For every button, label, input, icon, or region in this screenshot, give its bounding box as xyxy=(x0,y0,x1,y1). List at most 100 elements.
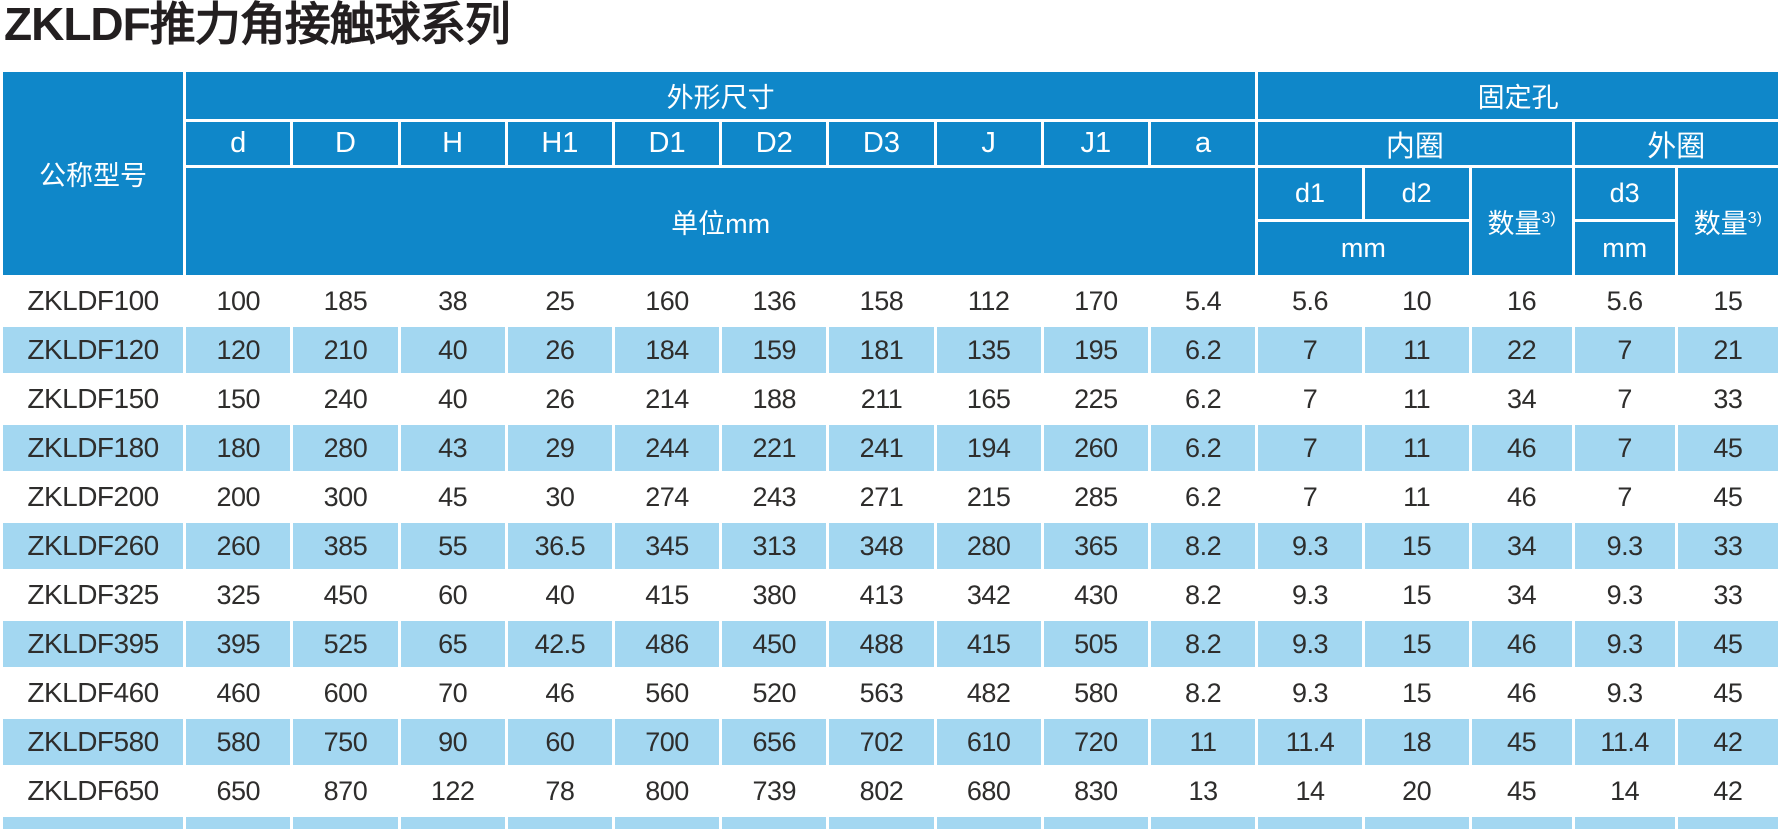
value-cell: 43 xyxy=(397,422,508,474)
value-cell: 45 xyxy=(1674,471,1781,523)
value-cell xyxy=(397,814,508,829)
col-header-d3: d3 xyxy=(1571,165,1678,222)
value-cell: 9.3 xyxy=(1255,667,1365,719)
table-row: ZKLDF650 650 870 122 78 800 739 802 680 830 13 14 20… xyxy=(0,765,1781,817)
value-cell: 700 xyxy=(611,716,723,768)
col-header-a: a xyxy=(1147,119,1259,168)
value-cell: 800 xyxy=(611,765,723,817)
value-cell: 135 xyxy=(933,324,1044,376)
value-cell: 13 xyxy=(1147,765,1259,817)
value-cell: 215 xyxy=(933,471,1044,523)
unit-mm-header: 单位mm xyxy=(183,165,1259,278)
value-cell: 7 xyxy=(1571,373,1678,425)
value-cell: 348 xyxy=(826,520,937,572)
table-header: 公称型号 外形尺寸 固定孔 d D H H1 D1 D2 D3 J J1 a 内… xyxy=(0,69,1781,278)
value-cell: 9.3 xyxy=(1255,618,1365,670)
model-cell xyxy=(0,814,187,829)
value-cell: 345 xyxy=(611,520,723,572)
value-cell: 136 xyxy=(719,275,830,327)
value-cell: 194 xyxy=(933,422,1044,474)
value-cell: 55 xyxy=(397,520,508,572)
value-cell: 40 xyxy=(397,324,508,376)
value-cell: 430 xyxy=(1040,569,1151,621)
value-cell: 241 xyxy=(826,422,937,474)
value-cell: 365 xyxy=(1040,520,1151,572)
col-header-d1: d1 xyxy=(1255,165,1365,222)
value-cell: 188 xyxy=(719,373,830,425)
value-cell: 26 xyxy=(504,324,615,376)
value-cell: 11 xyxy=(1361,471,1472,523)
value-cell: 210 xyxy=(290,324,401,376)
value-cell: 45 xyxy=(1674,667,1781,719)
col-header-J: J xyxy=(933,119,1044,168)
col-header-d: d xyxy=(183,119,294,168)
model-cell: ZKLDF150 xyxy=(0,373,187,425)
spec-table: 公称型号 外形尺寸 固定孔 d D H H1 D1 D2 D3 J J1 a 内… xyxy=(0,69,1781,829)
model-cell: ZKLDF180 xyxy=(0,422,187,474)
value-cell: 11.4 xyxy=(1571,716,1678,768)
value-cell xyxy=(1674,814,1781,829)
value-cell: 6.2 xyxy=(1147,422,1259,474)
value-cell: 8.2 xyxy=(1147,520,1259,572)
value-cell: 650 xyxy=(183,765,294,817)
value-cell: 520 xyxy=(719,667,830,719)
value-cell: 160 xyxy=(611,275,723,327)
value-cell: 158 xyxy=(826,275,937,327)
value-cell: 7 xyxy=(1255,324,1365,376)
value-cell: 225 xyxy=(1040,373,1151,425)
value-cell: 9.3 xyxy=(1255,569,1365,621)
value-cell: 870 xyxy=(290,765,401,817)
value-cell: 720 xyxy=(1040,716,1151,768)
value-cell: 33 xyxy=(1674,520,1781,572)
value-cell: 240 xyxy=(290,373,401,425)
table-row: ZKLDF395 395 525 65 42.5 486 450 488 415 505 8.2 9.… xyxy=(0,618,1781,670)
value-cell: 165 xyxy=(933,373,1044,425)
value-cell: 181 xyxy=(826,324,937,376)
value-cell xyxy=(826,814,937,829)
value-cell: 16 xyxy=(1468,275,1575,327)
value-cell: 8.2 xyxy=(1147,618,1259,670)
value-cell xyxy=(611,814,723,829)
value-cell: 395 xyxy=(183,618,294,670)
value-cell: 505 xyxy=(1040,618,1151,670)
model-cell: ZKLDF580 xyxy=(0,716,187,768)
value-cell xyxy=(183,814,294,829)
value-cell: 38 xyxy=(397,275,508,327)
value-cell: 7 xyxy=(1255,373,1365,425)
model-cell: ZKLDF325 xyxy=(0,569,187,621)
value-cell: 7 xyxy=(1571,324,1678,376)
value-cell: 560 xyxy=(611,667,723,719)
value-cell: 214 xyxy=(611,373,723,425)
value-cell: 300 xyxy=(290,471,401,523)
value-cell: 42 xyxy=(1674,716,1781,768)
value-cell: 45 xyxy=(1674,618,1781,670)
table-row: ZKLDF150 150 240 40 26 214 188 211 165 225 6.2 7 11 3… xyxy=(0,373,1781,425)
value-cell: 15 xyxy=(1361,667,1472,719)
value-cell: 180 xyxy=(183,422,294,474)
value-cell: 112 xyxy=(933,275,1044,327)
inner-qty-footnote: 3) xyxy=(1541,210,1556,227)
model-cell: ZKLDF260 xyxy=(0,520,187,572)
value-cell: 60 xyxy=(397,569,508,621)
inner-ring-header: 内圈 xyxy=(1255,119,1575,168)
value-cell: 22 xyxy=(1468,324,1575,376)
value-cell: 342 xyxy=(933,569,1044,621)
model-cell: ZKLDF100 xyxy=(0,275,187,327)
value-cell: 563 xyxy=(826,667,937,719)
value-cell: 211 xyxy=(826,373,937,425)
outer-qty-footnote: 3) xyxy=(1747,210,1762,227)
value-cell: 34 xyxy=(1468,520,1575,572)
value-cell: 11.4 xyxy=(1255,716,1365,768)
table-row: ZKLDF180 180 280 43 29 244 221 241 194 260 6.2 7 11 4… xyxy=(0,422,1781,474)
value-cell: 42.5 xyxy=(504,618,615,670)
value-cell: 185 xyxy=(290,275,401,327)
value-cell: 42 xyxy=(1674,765,1781,817)
value-cell: 6.2 xyxy=(1147,324,1259,376)
value-cell: 280 xyxy=(290,422,401,474)
value-cell: 18 xyxy=(1361,716,1472,768)
value-cell: 7 xyxy=(1255,422,1365,474)
value-cell: 413 xyxy=(826,569,937,621)
value-cell: 36.5 xyxy=(504,520,615,572)
value-cell: 33 xyxy=(1674,373,1781,425)
value-cell: 15 xyxy=(1361,618,1472,670)
